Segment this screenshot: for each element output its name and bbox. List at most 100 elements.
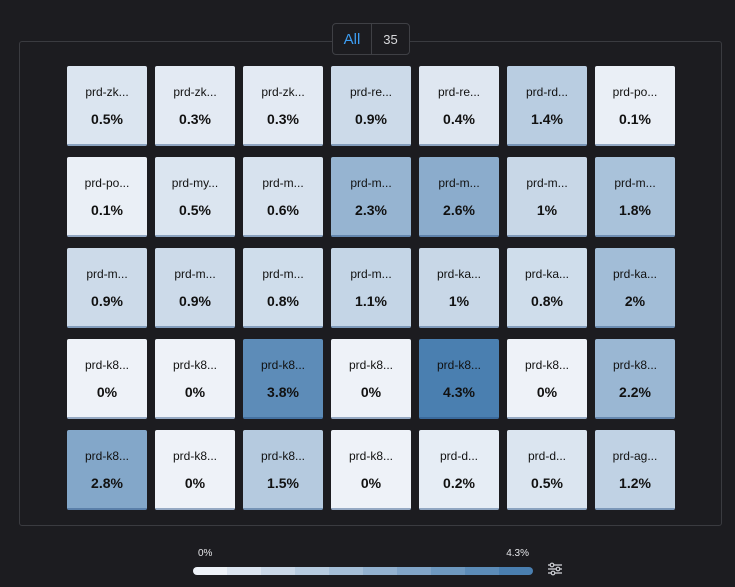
- tile-name: prd-k8...: [348, 358, 393, 372]
- tile-name: prd-d...: [439, 449, 478, 463]
- heatmap-tile[interactable]: prd-re... 0.4%: [419, 66, 499, 146]
- tile-value: 0.1%: [91, 202, 123, 218]
- tile-name: prd-m...: [350, 267, 392, 281]
- tile-value: 0%: [360, 384, 382, 400]
- heatmap-tile[interactable]: prd-m... 1.8%: [595, 157, 675, 237]
- legend-min-label: 0%: [198, 548, 213, 559]
- heatmap-tile[interactable]: prd-k8... 0%: [67, 339, 147, 419]
- heatmap-grid: prd-zk... 0.5% prd-zk... 0.3% prd-zk... 0.3% p…: [67, 66, 675, 510]
- heatmap-tile[interactable]: prd-po... 0.1%: [595, 66, 675, 146]
- tile-name: prd-ka...: [612, 267, 657, 281]
- heatmap-tile[interactable]: prd-k8... 3.8%: [243, 339, 323, 419]
- tile-name: prd-re...: [437, 85, 480, 99]
- heatmap-tile[interactable]: prd-my... 0.5%: [155, 157, 235, 237]
- heatmap-tile[interactable]: prd-ag... 1.2%: [595, 430, 675, 510]
- legend-step: [363, 567, 397, 575]
- tile-name: prd-m...: [174, 267, 216, 281]
- tile-value: 0.5%: [179, 202, 211, 218]
- tile-name: prd-m...: [438, 176, 480, 190]
- legend-gradient-bar: [193, 567, 533, 575]
- tile-value: 1.8%: [619, 202, 651, 218]
- heatmap-tile[interactable]: prd-k8... 2.8%: [67, 430, 147, 510]
- tile-name: prd-k8...: [348, 449, 393, 463]
- heatmap-tile[interactable]: prd-k8... 0%: [331, 339, 411, 419]
- tile-name: prd-m...: [86, 267, 128, 281]
- heatmap-tile[interactable]: prd-k8... 2.2%: [595, 339, 675, 419]
- heatmap-tile[interactable]: prd-d... 0.2%: [419, 430, 499, 510]
- tile-value: 1.2%: [619, 475, 651, 491]
- tile-name: prd-ka...: [524, 267, 569, 281]
- heatmap-tile[interactable]: prd-k8... 0%: [155, 339, 235, 419]
- tile-value: 1.4%: [531, 111, 563, 127]
- tile-value: 1%: [536, 202, 558, 218]
- heatmap-tile[interactable]: prd-ka... 0.8%: [507, 248, 587, 328]
- tile-name: prd-my...: [171, 176, 219, 190]
- tile-value: 2.8%: [91, 475, 123, 491]
- tile-value: 0.2%: [443, 475, 475, 491]
- filter-all-button[interactable]: All: [333, 24, 372, 54]
- heatmap-tile[interactable]: prd-k8... 0%: [331, 430, 411, 510]
- legend-max-label: 4.3%: [506, 548, 529, 559]
- tile-name: prd-m...: [350, 176, 392, 190]
- tile-value: 0.9%: [355, 111, 387, 127]
- heatmap-tile[interactable]: prd-m... 0.9%: [67, 248, 147, 328]
- tile-value: 0.9%: [91, 293, 123, 309]
- color-legend: 0% 4.3%: [193, 546, 533, 576]
- legend-step: [227, 567, 261, 575]
- tile-value: 2.6%: [443, 202, 475, 218]
- tile-name: prd-m...: [262, 267, 304, 281]
- tile-name: prd-m...: [526, 176, 568, 190]
- heatmap-tile[interactable]: prd-k8... 1.5%: [243, 430, 323, 510]
- heatmap-tile[interactable]: prd-zk... 0.3%: [243, 66, 323, 146]
- tile-value: 0%: [96, 384, 118, 400]
- heatmap-tile[interactable]: prd-zk... 0.5%: [67, 66, 147, 146]
- tile-name: prd-ag...: [612, 449, 658, 463]
- tile-value: 0%: [536, 384, 558, 400]
- heatmap-tile[interactable]: prd-ka... 2%: [595, 248, 675, 328]
- tile-name: prd-k8...: [436, 358, 481, 372]
- legend-step: [499, 567, 533, 575]
- sliders-icon[interactable]: [547, 562, 563, 576]
- heatmap-tile[interactable]: prd-k8... 4.3%: [419, 339, 499, 419]
- heatmap-tile[interactable]: prd-zk... 0.3%: [155, 66, 235, 146]
- tile-value: 0%: [184, 384, 206, 400]
- legend-step: [397, 567, 431, 575]
- heatmap-tile[interactable]: prd-m... 0.9%: [155, 248, 235, 328]
- tile-name: prd-ka...: [436, 267, 481, 281]
- tile-value: 1%: [448, 293, 470, 309]
- tile-value: 0.5%: [531, 475, 563, 491]
- heatmap-tile[interactable]: prd-ka... 1%: [419, 248, 499, 328]
- heatmap-tile[interactable]: prd-k8... 0%: [155, 430, 235, 510]
- tile-name: prd-k8...: [260, 358, 305, 372]
- heatmap-tile[interactable]: prd-d... 0.5%: [507, 430, 587, 510]
- tile-name: prd-zk...: [173, 85, 217, 99]
- tile-name: prd-m...: [614, 176, 656, 190]
- tile-value: 0.3%: [267, 111, 299, 127]
- tile-value: 0%: [360, 475, 382, 491]
- tile-name: prd-re...: [349, 85, 392, 99]
- legend-step: [295, 567, 329, 575]
- heatmap-tile[interactable]: prd-m... 1%: [507, 157, 587, 237]
- tile-name: prd-rd...: [525, 85, 568, 99]
- tile-name: prd-d...: [527, 449, 566, 463]
- tile-value: 0.1%: [619, 111, 651, 127]
- heatmap-tile[interactable]: prd-rd... 1.4%: [507, 66, 587, 146]
- heatmap-tile[interactable]: prd-m... 2.3%: [331, 157, 411, 237]
- heatmap-tile[interactable]: prd-m... 0.6%: [243, 157, 323, 237]
- heatmap-tile[interactable]: prd-m... 2.6%: [419, 157, 499, 237]
- heatmap-tile[interactable]: prd-po... 0.1%: [67, 157, 147, 237]
- heatmap-tile[interactable]: prd-k8... 0%: [507, 339, 587, 419]
- legend-step: [465, 567, 499, 575]
- tile-value: 2.2%: [619, 384, 651, 400]
- tile-value: 0.4%: [443, 111, 475, 127]
- tile-name: prd-po...: [612, 85, 658, 99]
- tile-value: 3.8%: [267, 384, 299, 400]
- tile-name: prd-k8...: [524, 358, 569, 372]
- heatmap-tile[interactable]: prd-re... 0.9%: [331, 66, 411, 146]
- tile-value: 0.8%: [267, 293, 299, 309]
- tile-value: 1.1%: [355, 293, 387, 309]
- filter-toggle: All 35: [332, 23, 410, 55]
- heatmap-tile[interactable]: prd-m... 1.1%: [331, 248, 411, 328]
- tile-name: prd-po...: [84, 176, 130, 190]
- heatmap-tile[interactable]: prd-m... 0.8%: [243, 248, 323, 328]
